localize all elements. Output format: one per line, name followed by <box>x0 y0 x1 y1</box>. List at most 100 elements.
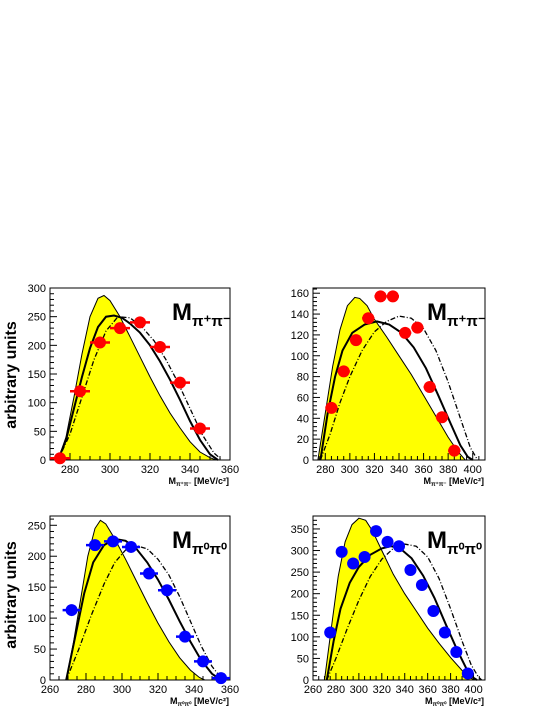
data-marker <box>448 444 461 457</box>
data-marker <box>94 336 106 349</box>
data-point <box>122 540 140 553</box>
data-point <box>194 655 212 668</box>
x-tick-label: 340 <box>185 684 203 696</box>
data-point <box>86 539 104 552</box>
data-point <box>415 579 428 592</box>
data-marker <box>411 321 424 334</box>
data-point <box>448 444 461 457</box>
y-axis-label-bottom: arbitrary units <box>3 541 20 649</box>
x-tick-label: 320 <box>365 464 383 476</box>
y-tick-label: 40 <box>297 413 309 425</box>
data-marker <box>374 290 387 303</box>
data-point <box>435 411 449 424</box>
y-tick-label: 0 <box>303 675 309 687</box>
data-marker <box>461 667 474 680</box>
data-point <box>150 341 170 354</box>
y-tick-label: 100 <box>28 398 46 410</box>
y-tick-label: 300 <box>28 283 46 295</box>
data-marker <box>450 645 463 658</box>
data-marker <box>154 341 166 354</box>
panel-top-right: 280 300 320 340 360 380 400 0 20 40 60 80 100 120 140 1… <box>291 287 486 488</box>
panel-bottom-right: 260 280 300 320 340 360 380 400 0 50 100 150 200 250 3… <box>291 515 486 708</box>
data-point <box>62 604 81 617</box>
data-point <box>337 365 350 378</box>
x-tick-label: 320 <box>141 464 159 476</box>
data-marker <box>143 567 155 580</box>
data-point <box>349 334 363 347</box>
data-marker <box>335 545 348 558</box>
data-marker <box>179 630 191 643</box>
phase-space-filled-curve <box>57 294 217 461</box>
x-axis-label: Mπ⁺π⁻ [MeV/c²] <box>423 476 484 488</box>
data-point <box>50 452 70 465</box>
data-point <box>347 557 360 570</box>
panel-title-sub: π⁺π⁻ <box>447 313 486 330</box>
data-point <box>358 551 371 563</box>
data-marker <box>215 672 227 685</box>
data-point <box>70 385 90 398</box>
data-marker <box>161 584 173 597</box>
x-tick-label: 300 <box>113 684 131 696</box>
y-tick-label: 20 <box>297 434 309 446</box>
data-point <box>399 326 412 339</box>
x-tick-label: 380 <box>439 464 457 476</box>
x-tick-label: 280 <box>327 684 345 696</box>
data-point <box>427 604 440 617</box>
data-marker <box>404 563 417 576</box>
y-tick-label: 250 <box>28 312 46 324</box>
y-tick-label: 250 <box>28 520 46 532</box>
y-tick-label: 200 <box>28 551 46 563</box>
y-tick-label: 0 <box>40 675 46 687</box>
data-point <box>370 525 383 538</box>
y-tick-label: 200 <box>291 589 309 601</box>
panel-title-sub: π⁰π⁰ <box>192 541 227 558</box>
data-point <box>140 567 158 580</box>
panel-title-main: M <box>427 299 447 326</box>
y-tick-label: 50 <box>34 426 46 438</box>
panel-title: Mπ⁺π⁻ <box>427 299 486 330</box>
data-marker <box>399 326 412 339</box>
x-tick-label: 280 <box>316 464 334 476</box>
panel-title-main: M <box>172 299 192 326</box>
y-tick-label: 120 <box>291 330 309 342</box>
data-point <box>104 535 122 548</box>
data-marker <box>134 316 146 329</box>
data-marker <box>65 604 78 617</box>
x-tick-label: 300 <box>101 464 119 476</box>
x-axis-label: Mπ⁺π⁻ [MeV/c²] <box>168 476 229 488</box>
panel-title-sub: π⁺π⁻ <box>192 313 231 330</box>
y-tick-label: 150 <box>28 369 46 381</box>
data-marker <box>386 290 399 303</box>
data-point <box>411 321 424 334</box>
x-axis-label: Mπ⁰π⁰ [MeV/c²] <box>170 696 229 708</box>
panel-title-main: M <box>427 527 447 554</box>
data-point <box>386 290 399 303</box>
y-tick-label: 150 <box>291 610 309 622</box>
data-point <box>461 667 474 680</box>
data-marker <box>107 535 119 548</box>
data-point <box>381 535 394 548</box>
data-point <box>325 401 338 414</box>
x-tick-label: 380 <box>441 684 459 696</box>
data-marker <box>114 322 126 335</box>
y-tick-label: 140 <box>291 309 309 321</box>
data-point <box>374 290 387 303</box>
y-tick-label: 100 <box>291 632 309 644</box>
data-marker <box>436 411 448 424</box>
data-marker <box>337 365 350 378</box>
x-tick-label: 300 <box>341 464 359 476</box>
x-tick-label: 280 <box>61 464 79 476</box>
x-tick-label: 400 <box>464 464 482 476</box>
data-marker <box>370 525 383 538</box>
y-tick-label: 50 <box>34 644 46 656</box>
data-marker <box>325 401 338 414</box>
y-tick-label: 50 <box>297 653 309 665</box>
data-point <box>110 322 130 335</box>
y-tick-label: 200 <box>28 340 46 352</box>
data-marker <box>393 540 405 553</box>
data-marker <box>197 655 209 668</box>
panel-bottom-left: 260 280 300 320 340 360050100150200250Mπ⁰π⁰Mπ… <box>28 515 239 708</box>
y-tick-label: 300 <box>291 546 309 558</box>
y-tick-label: 150 <box>28 582 46 594</box>
dashed-fit-curve <box>319 315 479 461</box>
